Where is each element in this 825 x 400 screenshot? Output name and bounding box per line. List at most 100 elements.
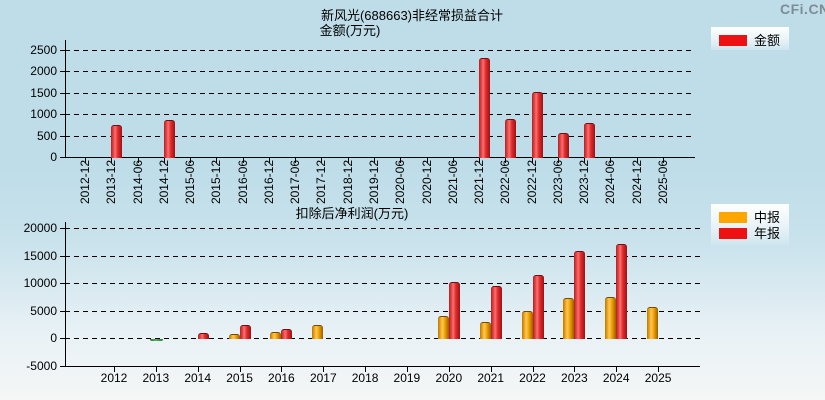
x-axis-tick [295, 158, 297, 163]
x-axis-tick [85, 158, 86, 163]
x-tick-label: 2015 [226, 371, 253, 385]
y-tick-label: 5000 [30, 303, 57, 318]
x-tick-label: 2021-06 [445, 160, 460, 205]
x-tick-label: 2017-06 [288, 160, 303, 205]
x-tick-label: 2023 [561, 371, 588, 385]
x-axis-tick [197, 367, 199, 372]
x-axis-tick [321, 158, 323, 163]
bottom-chart-title: 扣除后净利润(万元) [295, 206, 409, 221]
cfi-watermark: CFi.CN [780, 1, 825, 17]
y-axis-tick [60, 114, 65, 116]
x-tick-label: 2021 [477, 371, 505, 385]
y-tick-label: 10000 [23, 276, 57, 291]
x-tick-label: 2020-06 [393, 160, 408, 205]
x-axis-tick [163, 158, 165, 163]
y-axis-tick [60, 283, 65, 285]
x-tick-label: 2015-12 [209, 160, 224, 205]
bottom-chart-legend: 中报 年报 [711, 204, 789, 246]
y-tick-label: 500 [36, 128, 57, 143]
x-axis-tick [347, 158, 349, 163]
x-axis-tick [658, 367, 660, 372]
legend-row-amount: 金额 [719, 32, 781, 48]
x-axis-tick [111, 158, 113, 163]
bar [239, 324, 251, 340]
bar [270, 332, 282, 340]
x-axis-tick [616, 367, 618, 372]
x-axis-tick [490, 367, 492, 372]
x-axis-tick [610, 158, 612, 163]
y-axis-tick [60, 365, 65, 367]
y-axis-tick [60, 157, 65, 158]
x-tick-label: 2020-12 [419, 160, 434, 205]
bar [479, 322, 491, 340]
y-tick-label: 20000 [23, 221, 57, 236]
x-tick-label: 2019-12 [367, 160, 381, 205]
annual-legend-swatch [719, 227, 747, 239]
bar [197, 333, 209, 340]
x-tick-label: 2016 [268, 371, 295, 385]
x-axis-tick [114, 367, 115, 372]
x-tick-label: 2018 [351, 371, 379, 385]
x-axis-tick [662, 158, 664, 163]
gridline [65, 310, 700, 312]
bar [616, 243, 628, 340]
x-axis-tick [365, 367, 367, 372]
x-tick-label: 2016-12 [261, 160, 276, 205]
x-axis-tick [323, 367, 325, 372]
x-axis-tick [636, 158, 638, 163]
bar [574, 251, 586, 340]
x-axis-tick [281, 367, 283, 372]
interim-legend-swatch [719, 211, 747, 223]
amount-legend-swatch [719, 34, 747, 46]
x-tick-label: 2019 [393, 371, 421, 385]
x-axis-tick [479, 158, 481, 163]
legend-row-interim: 中报 [719, 209, 781, 225]
top-chart-subtitle: 金额(万元) [319, 23, 381, 38]
x-tick-label: 2013-12 [104, 160, 119, 205]
x-tick-label: 2015-06 [183, 160, 198, 205]
bar [111, 124, 123, 158]
y-axis-tick [60, 135, 65, 137]
x-axis-tick [242, 158, 244, 163]
gridline [65, 283, 700, 285]
x-tick-label: 2017 [309, 371, 337, 385]
x-axis-tick [155, 367, 157, 372]
bar [531, 91, 543, 158]
y-axis-tick [60, 71, 65, 73]
y-tick-label: 1500 [30, 85, 57, 100]
x-axis-tick [532, 367, 534, 372]
x-tick-label: 2022-06 [498, 160, 513, 205]
bar [479, 58, 491, 158]
y-axis-line [65, 40, 66, 158]
bar [532, 275, 544, 340]
y-axis-tick [60, 255, 65, 257]
x-tick-label: 2022 [519, 371, 546, 385]
x-axis-line [65, 366, 700, 367]
x-tick-label: 2023-12 [577, 160, 592, 205]
x-axis-tick [400, 158, 402, 163]
gridline [65, 338, 700, 340]
x-axis-tick [216, 158, 218, 163]
y-tick-label: 2000 [30, 64, 57, 79]
y-tick-label: 1000 [30, 107, 57, 122]
bar [490, 286, 502, 340]
top-chart-legend: 金额 [711, 27, 789, 50]
gridline [65, 114, 695, 116]
y-axis-tick [60, 92, 65, 94]
y-axis-tick [60, 338, 65, 340]
x-axis-tick [448, 367, 450, 372]
legend-row-annual: 年报 [719, 225, 781, 241]
bar [563, 297, 575, 340]
gridline [65, 92, 695, 94]
x-tick-label: 2018-12 [340, 160, 355, 205]
x-tick-label: 2025 [644, 371, 672, 385]
x-axis-tick [574, 367, 576, 372]
annual-legend-label: 年报 [754, 225, 781, 241]
bar [605, 296, 617, 340]
x-tick-label: 2024 [602, 371, 630, 385]
bar [437, 315, 449, 340]
x-axis-tick [374, 158, 375, 163]
x-tick-label: 2020 [435, 371, 463, 385]
x-axis-tick [426, 158, 428, 163]
y-axis-tick [60, 50, 65, 51]
